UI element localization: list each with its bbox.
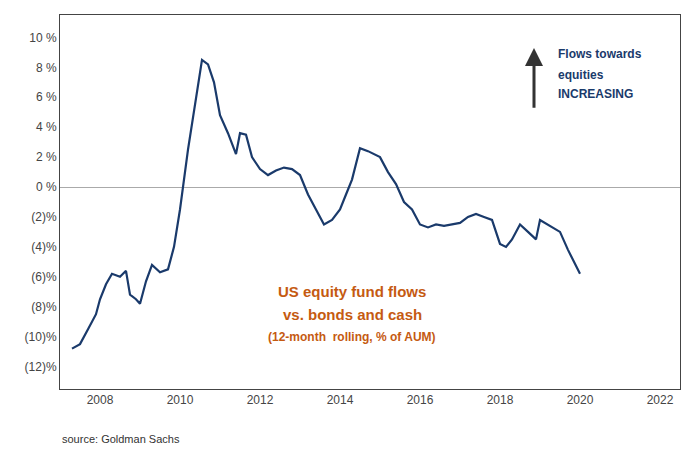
svg-text:2016: 2016 [407,393,434,407]
svg-text:(4)%: (4)% [31,240,57,254]
svg-text:(8)%: (8)% [31,300,57,314]
svg-text:8 %: 8 % [36,61,57,75]
svg-text:2022: 2022 [647,393,674,407]
svg-text:(12-month rolling, % of AUM): (12-month rolling, % of AUM) [268,330,436,344]
svg-text:US equity fund flows: US equity fund flows [278,283,426,300]
svg-text:Flows towards: Flows towards [558,47,642,61]
svg-text:(10)%: (10)% [25,330,57,344]
svg-text:0 %: 0 % [36,180,57,194]
svg-text:4 %: 4 % [36,120,57,134]
svg-text:2010: 2010 [167,393,194,407]
svg-text:(12)%: (12)% [25,360,57,374]
svg-text:6 %: 6 % [36,90,57,104]
svg-text:2018: 2018 [487,393,514,407]
svg-text:(6)%: (6)% [31,270,57,284]
svg-text:2014: 2014 [327,393,354,407]
svg-text:source: Goldman Sachs: source: Goldman Sachs [62,433,180,445]
svg-text:10 %: 10 % [29,31,57,45]
svg-text:2008: 2008 [87,393,114,407]
svg-text:2 %: 2 % [36,150,57,164]
svg-text:2020: 2020 [567,393,594,407]
svg-text:2012: 2012 [247,393,274,407]
svg-text:(2)%: (2)% [31,210,57,224]
svg-text:vs. bonds and cash: vs. bonds and cash [283,306,422,323]
svg-text:equities: equities [558,68,604,82]
svg-text:INCREASING: INCREASING [558,87,633,101]
